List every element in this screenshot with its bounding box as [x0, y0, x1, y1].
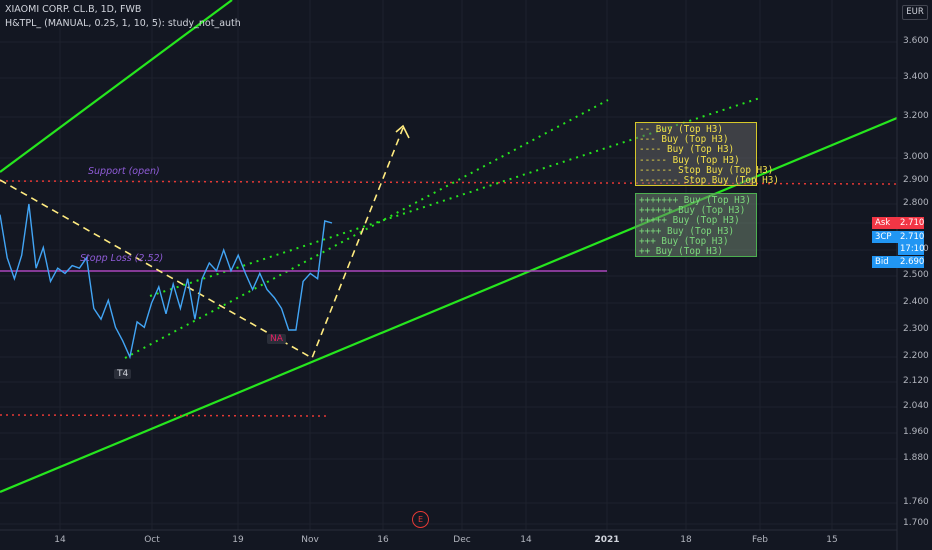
signal-line: -- Buy (Top H3) [639, 124, 723, 135]
x-tick-label: 14 [54, 535, 66, 545]
y-tick-label: 1.700 [903, 518, 929, 528]
x-tick-label: 15 [826, 535, 838, 545]
y-tick-label: 1.880 [903, 453, 929, 463]
y-tick-label: 3.600 [903, 36, 929, 46]
signal-line: ------- Stop Buy (Top H3) [639, 175, 779, 187]
price-tag: Bid 2.690 [872, 256, 924, 268]
price-tag-label: 3CP [872, 231, 898, 243]
y-tick-label: 2.120 [903, 376, 929, 386]
signal-line: +++++ Buy (Top H3) [639, 215, 740, 227]
y-tick-label: 2.900 [903, 175, 929, 185]
indicator-title: H&TPL_ (MANUAL, 0.25, 1, 10, 5): study_n… [5, 18, 241, 29]
price-tag-value: 17:10 [898, 243, 925, 255]
y-tick-label: 1.760 [903, 497, 929, 507]
na-marker: NA [267, 334, 286, 344]
signal-line: ----- Buy (Top H3) [639, 154, 740, 166]
x-tick-label: 18 [680, 535, 692, 545]
event-marker[interactable]: E [412, 511, 429, 528]
support-label: Support (open) [88, 166, 160, 177]
x-tick-label: 19 [232, 535, 244, 545]
y-tick-label: 2.040 [903, 401, 929, 411]
projection-arrow [395, 124, 410, 139]
x-tick-label: 16 [377, 535, 389, 545]
dotted-channel-mid [149, 97, 761, 297]
price-tag-value: 2.690 [898, 256, 925, 268]
signal-line: +++++++ Buy (Top H3) [639, 195, 751, 206]
price-tag-label: Bid [872, 256, 898, 268]
y-tick-label: 3.000 [903, 152, 929, 162]
price-tag-value: 2.710 [898, 231, 925, 243]
x-tick-label: Dec [453, 535, 471, 545]
symbol-title: XIAOMI CORP. CL.B, 1D, FWB [5, 4, 142, 15]
y-tick-label: 1.960 [903, 427, 929, 437]
t4-marker: T4 [114, 369, 132, 379]
y-tick-label: 3.400 [903, 72, 929, 82]
currency-badge[interactable]: EUR [902, 5, 928, 20]
price-line [0, 203, 333, 360]
price-tag: Ask 2.710 [872, 217, 924, 229]
y-tick-label: 3.200 [903, 111, 929, 121]
upper-channel-line [0, 0, 233, 173]
price-tag-label: Ask [872, 217, 898, 229]
price-tag: 17:10 [872, 243, 925, 255]
bottom-signal-box: +++++++ Buy (Top H3) ++++++ Buy (Top H3) +… [635, 193, 757, 257]
x-tick-label: 14 [520, 535, 532, 545]
x-tick-label: Nov [301, 535, 319, 545]
lower-level-line [0, 414, 327, 417]
price-tag-value: 2.710 [898, 217, 925, 229]
y-tick-label: 2.800 [903, 198, 929, 208]
signal-line: +++ Buy (Top H3) [639, 235, 729, 247]
y-tick-label: 2.300 [903, 324, 929, 334]
top-signal-box: -- Buy (Top H3) --- Buy (Top H3) ---- Buy … [635, 122, 779, 187]
stop-loss-label: Stopp Loss (2.52) [80, 253, 164, 264]
y-tick-label: 2.200 [903, 351, 929, 361]
signal-line: ++++++ Buy (Top H3) [639, 205, 746, 217]
chart-drawings [0, 0, 898, 494]
x-tick-label: Oct [144, 535, 160, 545]
x-tick-label: 2021 [594, 535, 620, 545]
signal-line: ++++ Buy (Top H3) [639, 225, 735, 237]
signal-line: ------ Stop Buy (Top H3) [639, 164, 774, 176]
dotted-channel-upper [124, 99, 609, 359]
signal-line: --- Buy (Top H3) [639, 134, 729, 146]
price-tag: 3CP 2.710 [872, 231, 924, 243]
signal-line: ---- Buy (Top H3) [639, 144, 735, 156]
signal-line: ++ Buy (Top H3) [639, 246, 723, 258]
y-tick-label: 2.400 [903, 297, 929, 307]
y-tick-label: 2.500 [903, 270, 929, 280]
x-tick-label: Feb [752, 535, 768, 545]
chart-grid [0, 0, 897, 530]
